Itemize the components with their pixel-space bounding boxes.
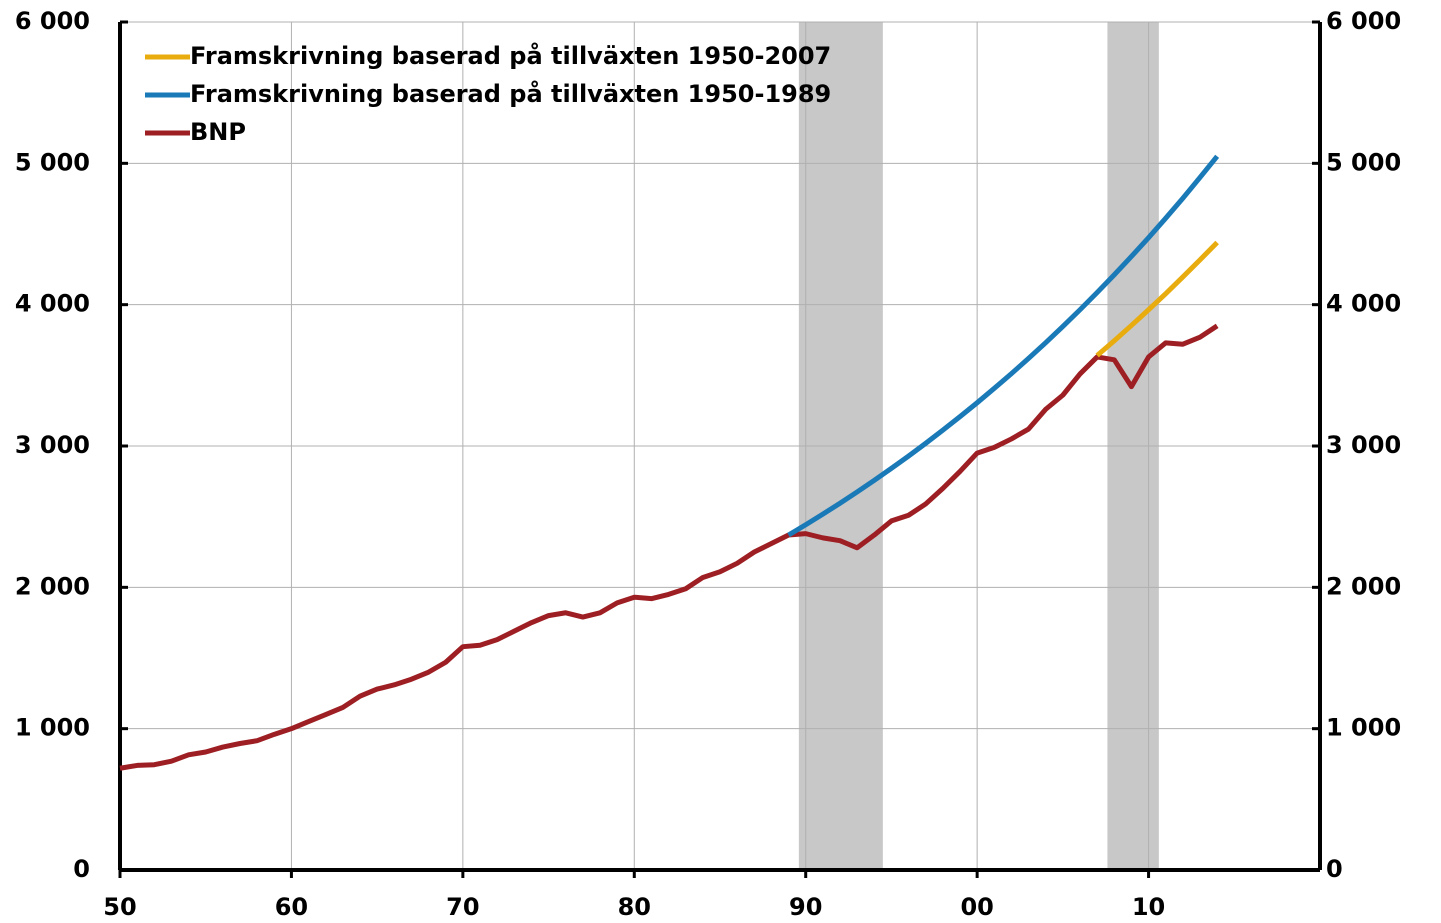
- y-tick-label: 1 000: [15, 714, 90, 742]
- y2-tick-label: 3 000: [1326, 431, 1401, 459]
- y2-tick-label: 2 000: [1326, 572, 1401, 600]
- x-tick-label: 00: [960, 893, 993, 921]
- y2-tick-label: 0: [1326, 855, 1343, 883]
- y-tick-label: 3 000: [15, 431, 90, 459]
- y-tick-label: 2 000: [15, 572, 90, 600]
- x-tick-label: 80: [618, 893, 651, 921]
- series-line: [787, 154, 1220, 538]
- y-tick-label: 6 000: [15, 7, 90, 35]
- legend-label: Framskrivning baserad på tillväxten 1950…: [190, 79, 831, 108]
- legend-label: BNP: [190, 118, 246, 146]
- x-tick-label: 50: [103, 893, 136, 921]
- x-tick-label: 70: [446, 893, 479, 921]
- x-tick-label: 90: [789, 893, 822, 921]
- y2-tick-label: 4 000: [1326, 290, 1401, 318]
- y2-tick-label: 1 000: [1326, 714, 1401, 742]
- x-tick-label: 10: [1132, 893, 1165, 921]
- x-tick-label: 60: [275, 893, 308, 921]
- y2-tick-label: 5 000: [1326, 148, 1401, 176]
- y-tick-label: 5 000: [15, 148, 90, 176]
- series-line: [119, 323, 1219, 771]
- y2-tick-label: 6 000: [1326, 7, 1401, 35]
- series-line: [1095, 240, 1219, 358]
- y-tick-label: 0: [73, 855, 90, 883]
- y-tick-label: 4 000: [15, 290, 90, 318]
- legend-label: Framskrivning baserad på tillväxten 1950…: [190, 41, 831, 70]
